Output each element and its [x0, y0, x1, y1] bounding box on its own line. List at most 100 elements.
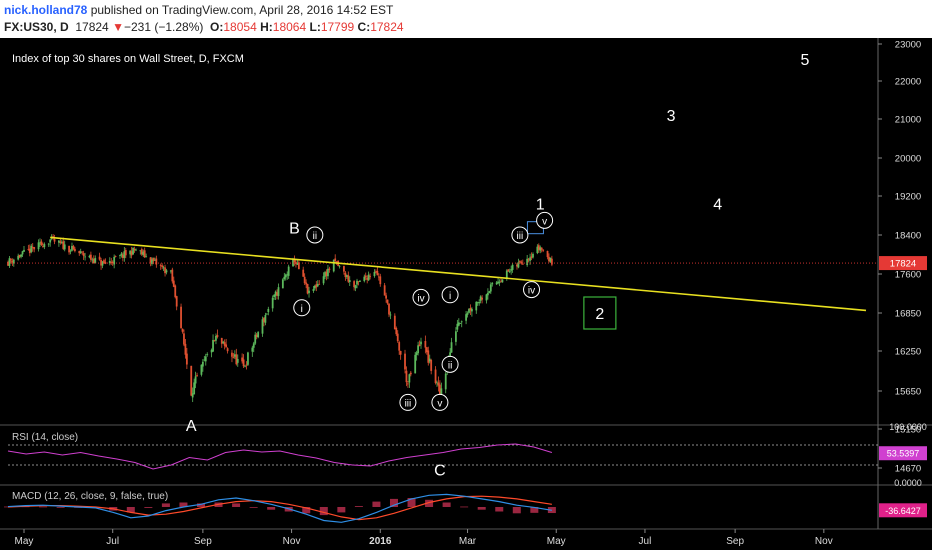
candle-body	[60, 242, 63, 244]
macd-histogram-bar	[389, 498, 398, 507]
candle-body	[475, 301, 478, 311]
candle-body	[161, 265, 164, 267]
candle-body	[21, 251, 24, 255]
candle-body	[88, 255, 91, 258]
candle-body	[293, 259, 296, 263]
candle-body	[488, 291, 491, 293]
candle-body	[129, 250, 132, 255]
wave-label: B	[289, 221, 300, 238]
candle-body	[375, 271, 377, 273]
macd-histogram-bar	[460, 506, 469, 508]
chart-title: Index of top 30 shares on Wall Street, D…	[12, 53, 244, 65]
macd-histogram-bar	[39, 506, 48, 508]
candle-body	[223, 342, 226, 346]
ohlc-line: FX:US30, D 17824 ▼−231 (−1.28%) O:18054 …	[4, 20, 404, 34]
candle-body	[334, 258, 337, 262]
candle-body	[172, 280, 175, 287]
rsi-tick-bottom: 0.0000	[894, 478, 922, 488]
candle-body	[17, 255, 20, 260]
candle-body	[376, 270, 379, 276]
candle-body	[393, 315, 396, 330]
candle-body	[108, 260, 111, 264]
symbol-label[interactable]: FX:US30, D	[4, 20, 69, 34]
candle-body	[436, 382, 438, 384]
subwave-label: iv	[528, 286, 535, 297]
candle-body	[92, 258, 95, 264]
price-chart[interactable]: Index of top 30 shares on Wall Street, D…	[0, 38, 932, 550]
candle-body	[364, 275, 367, 278]
price-tick-label: 22000	[895, 77, 921, 88]
time-tick-label: Sep	[194, 536, 212, 547]
candle-body	[471, 308, 473, 312]
low-value: 17799	[320, 20, 355, 34]
candle-body	[420, 341, 422, 345]
macd-value-label: -36.6427	[885, 506, 921, 516]
subwave-label: iii	[405, 398, 412, 409]
subwave-circle	[306, 226, 324, 244]
candle-body	[440, 388, 443, 397]
open-label: O:	[210, 20, 224, 34]
candle-body	[98, 256, 101, 260]
candle-body	[517, 262, 520, 268]
candle-body	[213, 340, 216, 342]
candle-body	[520, 261, 523, 264]
candle-body	[283, 276, 286, 280]
rsi-tick-top: 100.0000	[889, 422, 927, 432]
candle-body	[276, 292, 278, 296]
candle-body	[386, 299, 389, 304]
macd-label: MACD (12, 26, close, 9, false, true)	[12, 491, 168, 502]
candle-body	[546, 250, 549, 258]
candle-body	[265, 313, 268, 315]
candle-body	[220, 337, 223, 344]
rsi-value-badge	[879, 446, 927, 461]
candle-body	[159, 265, 162, 266]
candle-body	[183, 333, 185, 345]
macd-histogram-bar	[179, 502, 188, 507]
candle-body	[354, 285, 357, 289]
candle-body	[174, 285, 177, 298]
candle-body	[521, 263, 524, 265]
candle-body	[68, 245, 70, 253]
candle-body	[338, 265, 341, 267]
candle-body	[215, 335, 217, 341]
candle-body	[124, 249, 127, 256]
candle-body	[42, 246, 44, 248]
wave-label: 1	[536, 196, 545, 213]
candle-body	[245, 364, 248, 366]
candle-body	[113, 256, 116, 265]
macd-histogram-bar	[249, 507, 258, 508]
candle-body	[284, 274, 287, 278]
candle-body	[142, 251, 145, 256]
candle-body	[417, 345, 419, 354]
candle-body	[549, 257, 552, 262]
author-link[interactable]: nick.holland78	[4, 3, 88, 17]
price-change: −231 (−1.28%)	[123, 20, 204, 34]
candle-body	[489, 284, 492, 292]
candle-body	[318, 283, 321, 285]
candle-body	[91, 259, 94, 261]
high-value: 18064	[272, 20, 307, 34]
open-value: 18054	[223, 20, 257, 34]
price-tick-label: 20000	[895, 154, 921, 165]
candle-body	[415, 352, 418, 356]
chart-header: nick.holland78 published on TradingView.…	[0, 0, 932, 38]
down-arrow-icon: ▼	[112, 20, 124, 34]
candle-body	[69, 250, 72, 252]
candle-body	[359, 280, 361, 282]
candle-body	[33, 246, 36, 250]
time-tick-label: Mar	[459, 536, 477, 547]
candle-body	[481, 297, 483, 300]
candle-body	[274, 291, 277, 296]
candle-body	[373, 271, 376, 277]
macd-histogram-bar	[161, 503, 170, 507]
candle-body	[153, 259, 156, 261]
candle-body	[27, 249, 30, 250]
candle-body	[82, 253, 85, 256]
rsi-value-label: 53.5397	[887, 449, 920, 459]
candle-body	[469, 308, 472, 311]
candle-body	[203, 359, 206, 361]
macd-histogram-bar	[302, 507, 311, 514]
candle-body	[383, 285, 386, 296]
wave-label: A	[186, 418, 197, 435]
macd-histogram-bar	[512, 507, 521, 514]
